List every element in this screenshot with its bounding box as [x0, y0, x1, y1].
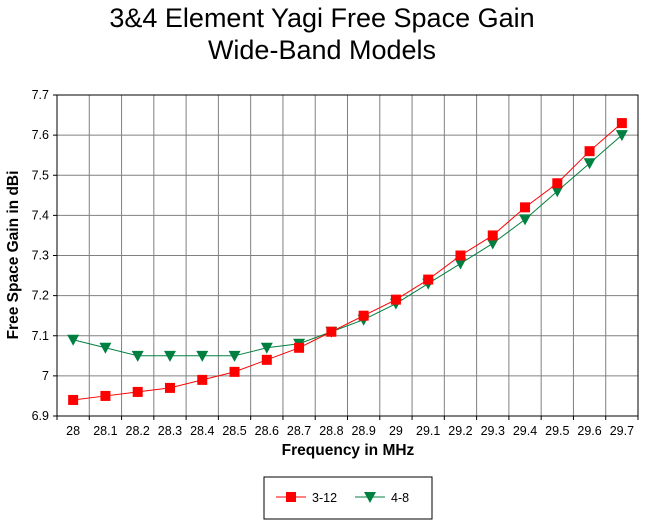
x-tick-label: 28.2	[126, 424, 150, 438]
data-point-4-8	[99, 342, 112, 354]
data-point-3-12	[616, 118, 627, 129]
y-tick-label: 7.4	[32, 208, 49, 222]
y-tick-label: 7.2	[32, 289, 49, 303]
x-tick-label: 28	[66, 424, 80, 438]
x-tick-label: 28.7	[287, 424, 311, 438]
legend-marker-4-8	[364, 492, 376, 503]
data-point-3-12	[584, 146, 595, 157]
data-point-4-8	[519, 214, 532, 226]
y-tick-label: 7.1	[32, 329, 49, 343]
x-tick-label: 28.4	[190, 424, 214, 438]
x-tick-label: 28.6	[255, 424, 279, 438]
x-tick-label: 29	[389, 424, 403, 438]
data-point-4-8	[486, 238, 499, 250]
x-tick-label: 28.9	[351, 424, 375, 438]
data-point-4-8	[583, 158, 596, 170]
legend-label-3-12: 3-12	[312, 491, 337, 505]
x-tick-label: 29.2	[448, 424, 472, 438]
x-axis-label: Frequency in MHz	[282, 442, 415, 459]
y-tick-label: 7	[42, 369, 49, 383]
legend-marker-3-12	[286, 492, 296, 502]
legend: 3-12 4-8	[263, 476, 433, 520]
x-tick-label: 28.3	[158, 424, 182, 438]
x-tick-label: 29.1	[416, 424, 440, 438]
data-point-3-12	[520, 202, 531, 213]
y-tick-label: 7.3	[32, 249, 49, 263]
chart-title: 3&4 Element Yagi Free Space Gain	[109, 3, 534, 33]
data-point-3-12	[261, 354, 272, 365]
data-point-3-12	[326, 326, 337, 337]
data-point-3-12	[197, 374, 208, 385]
y-tick-label: 7.6	[32, 128, 49, 142]
legend-label-4-8: 4-8	[391, 491, 409, 505]
data-point-4-8	[67, 334, 80, 346]
data-point-3-12	[68, 394, 79, 405]
data-point-4-8	[196, 350, 209, 362]
data-point-4-8	[615, 130, 628, 142]
data-point-4-8	[260, 342, 273, 354]
chart-subtitle: Wide-Band Models	[208, 35, 436, 65]
x-tick-label: 29.4	[513, 424, 537, 438]
data-point-3-12	[390, 294, 401, 305]
y-tick-label: 6.9	[32, 409, 49, 423]
data-point-3-12	[100, 390, 111, 401]
data-point-3-12	[164, 382, 175, 393]
x-tick-label: 29.5	[545, 424, 569, 438]
data-point-4-8	[551, 186, 564, 198]
data-point-3-12	[455, 250, 466, 261]
data-point-3-12	[358, 310, 369, 321]
series	[67, 118, 628, 405]
x-tick-label: 29.7	[610, 424, 634, 438]
y-axis-label: Free Space Gain in dBi	[5, 171, 22, 340]
data-point-3-12	[487, 230, 498, 241]
x-axis-ticks: 28 28.1 28.2 28.3 28.4 28.5 28.6 28.7 28.8 28.9 29…	[56, 416, 639, 438]
data-point-4-8	[131, 350, 144, 362]
data-point-3-12	[294, 342, 305, 353]
series-3-12	[68, 118, 627, 405]
data-point-3-12	[423, 274, 434, 285]
x-tick-label: 28.8	[319, 424, 343, 438]
x-tick-label: 29.6	[577, 424, 601, 438]
data-point-3-12	[229, 366, 240, 377]
data-point-4-8	[454, 258, 467, 270]
series-line-3-12	[73, 122, 623, 401]
data-point-4-8	[163, 350, 176, 362]
x-tick-label: 28.5	[222, 424, 246, 438]
y-tick-label: 7.7	[32, 88, 49, 102]
x-tick-label: 29.3	[481, 424, 505, 438]
y-axis-ticks: 6.9 7 7.1 7.2 7.3 7.4 7.5 7.6 7.7	[32, 88, 57, 423]
x-tick-label: 28.1	[93, 424, 117, 438]
y-tick-label: 7.5	[32, 168, 49, 182]
data-point-3-12	[552, 178, 563, 189]
data-point-3-12	[132, 386, 143, 397]
data-point-4-8	[228, 350, 241, 362]
